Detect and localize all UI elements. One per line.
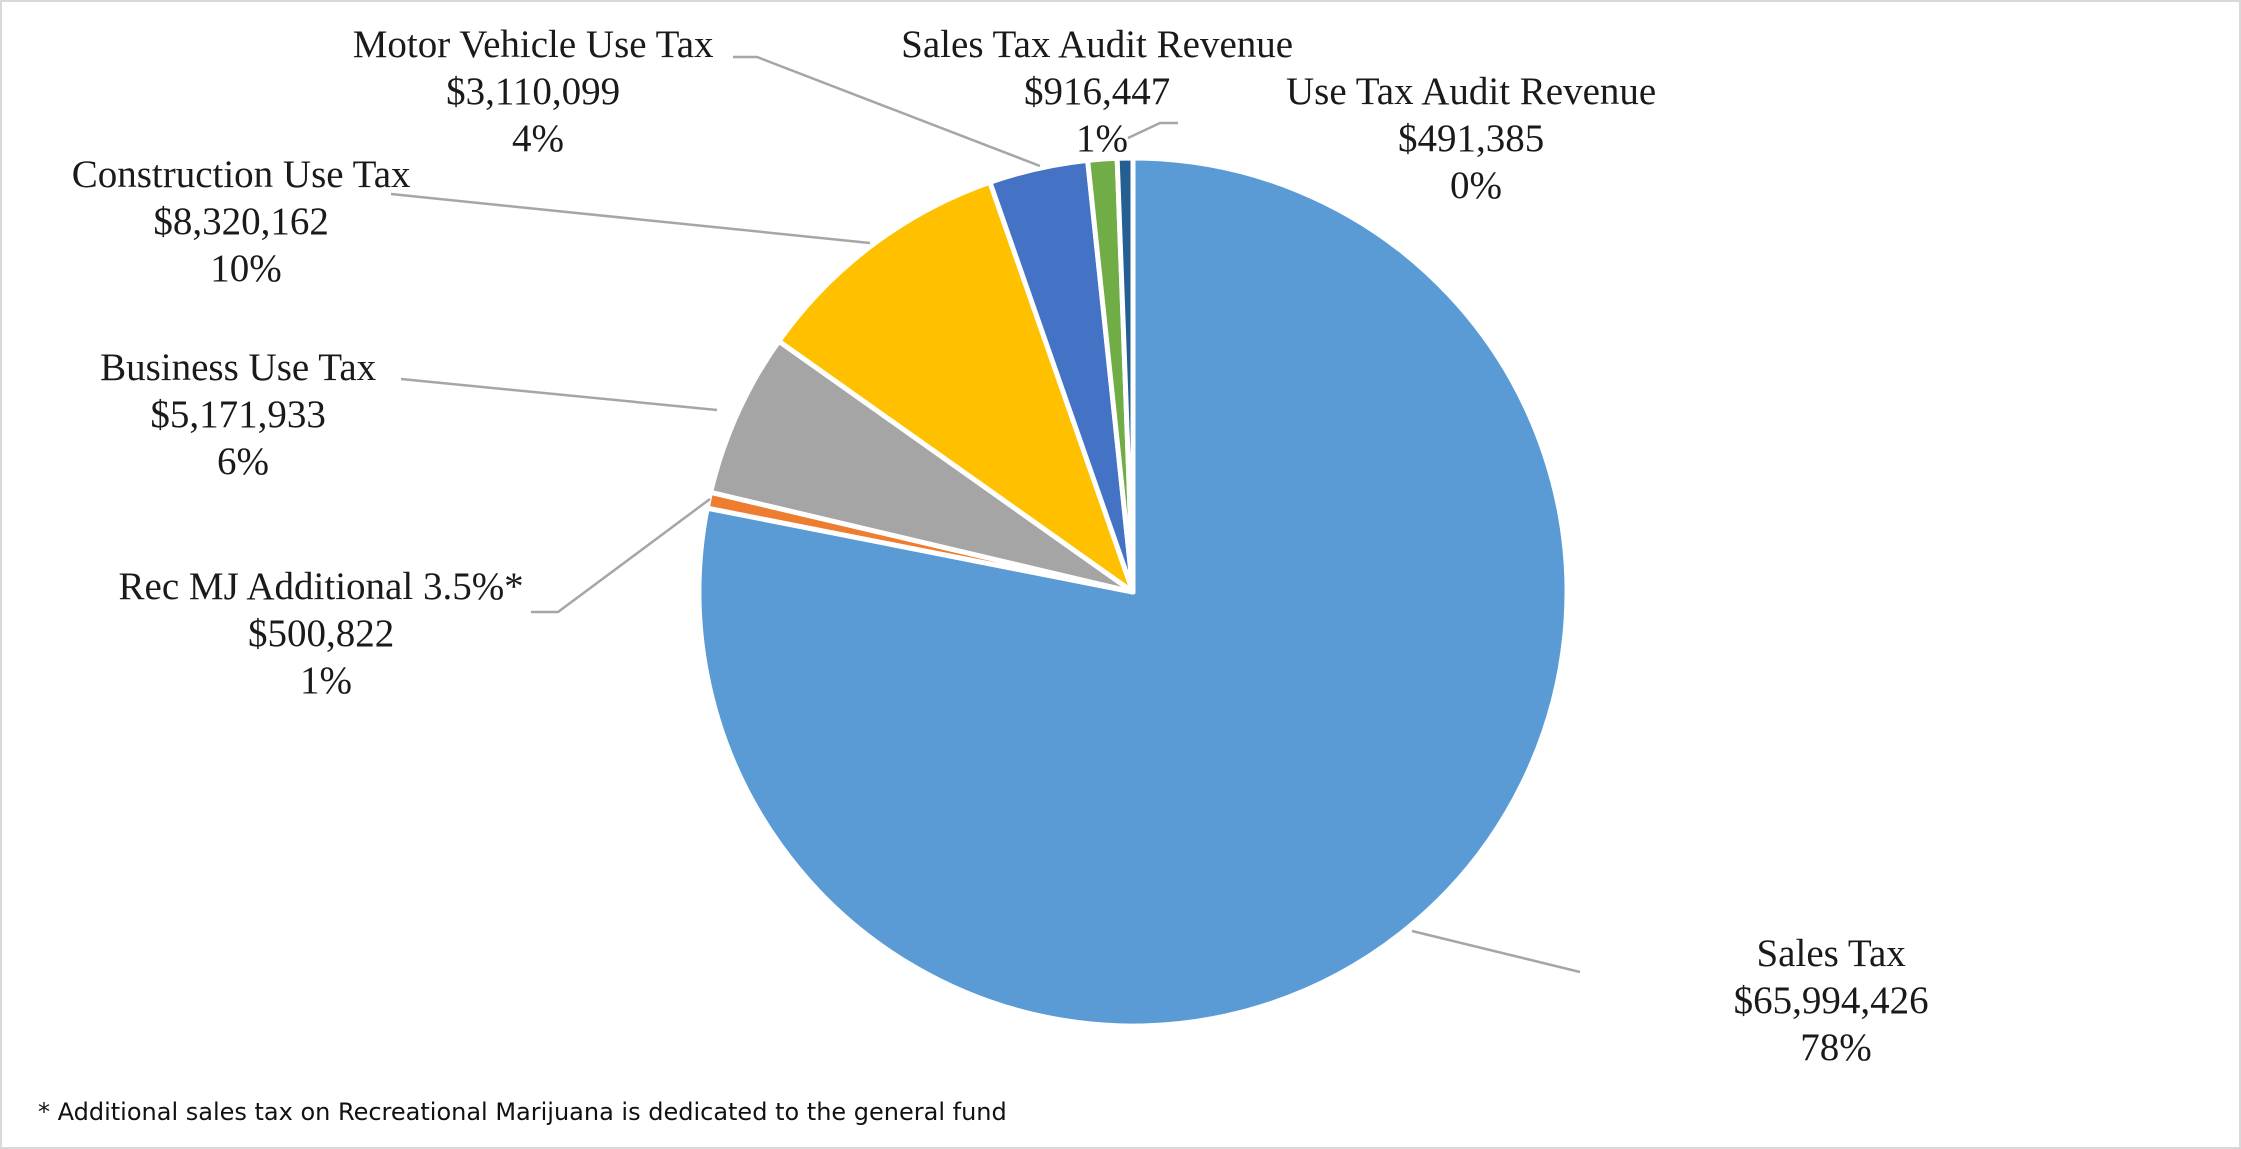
pie-slices	[696, 155, 1570, 1029]
label-business-use-tax-name: Business Use Tax	[100, 346, 377, 389]
label-use-tax-audit-revenue: Use Tax Audit Revenue $491,385 0%	[1286, 70, 1666, 207]
label-rec-mj-value: $500,822	[248, 612, 394, 655]
footnote: * Additional sales tax on Recreational M…	[38, 1098, 1007, 1126]
pie-slice-business-use-tax	[708, 338, 1136, 595]
leader-business-use-tax	[400, 377, 718, 412]
label-business-use-tax: Business Use Tax $5,171,933 6%	[100, 346, 386, 483]
label-business-use-tax-value: $5,171,933	[150, 393, 326, 436]
label-motor-vehicle-use-tax-name: Motor Vehicle Use Tax	[353, 23, 714, 66]
label-construction-use-tax: Construction Use Tax $8,320,162 10%	[72, 153, 421, 290]
label-rec-mj-percent: 1%	[300, 659, 352, 702]
label-motor-vehicle-use-tax-value: $3,110,099	[446, 70, 620, 113]
pie-slice-sales-tax	[696, 155, 1570, 1029]
label-sales-tax-audit-revenue: Sales Tax Audit Revenue $916,447 1%	[901, 23, 1303, 160]
label-sales-tax-audit-revenue-value: $916,447	[1024, 70, 1170, 113]
label-use-tax-audit-revenue-name: Use Tax Audit Revenue	[1286, 70, 1656, 113]
label-rec-mj-name: Rec MJ Additional 3.5%*	[119, 565, 524, 608]
leader-lines	[390, 55, 1581, 974]
pie-slice-construction-use-tax	[776, 179, 1136, 595]
label-use-tax-audit-revenue-percent: 0%	[1450, 164, 1502, 207]
label-construction-use-tax-value: $8,320,162	[153, 200, 329, 243]
label-sales-tax: Sales Tax $65,994,426 78%	[1734, 932, 1939, 1069]
pie-slice-use-tax-audit-revenue	[1114, 155, 1136, 595]
label-motor-vehicle-use-tax: Motor Vehicle Use Tax $3,110,099 4%	[353, 23, 724, 160]
label-sales-tax-percent: 78%	[1800, 1026, 1872, 1069]
label-business-use-tax-percent: 6%	[217, 440, 269, 483]
label-sales-tax-value: $65,994,426	[1734, 979, 1929, 1022]
label-sales-tax-name: Sales Tax	[1756, 932, 1906, 975]
label-rec-mj: Rec MJ Additional 3.5%* $500,822 1%	[119, 565, 534, 702]
leader-use-tax-audit-revenue	[1127, 121, 1178, 140]
label-motor-vehicle-use-tax-percent: 4%	[512, 117, 564, 160]
leader-rec-mj	[531, 497, 711, 614]
label-sales-tax-audit-revenue-name: Sales Tax Audit Revenue	[901, 23, 1293, 66]
leader-construction-use-tax	[390, 192, 871, 245]
label-construction-use-tax-percent: 10%	[210, 247, 282, 290]
label-construction-use-tax-name: Construction Use Tax	[72, 153, 411, 196]
label-use-tax-audit-revenue-value: $491,385	[1398, 117, 1544, 160]
label-sales-tax-audit-revenue-percent: 1%	[1076, 117, 1128, 160]
leader-motor-vehicle-use-tax	[733, 55, 1041, 168]
leader-sales-tax	[1411, 929, 1581, 974]
